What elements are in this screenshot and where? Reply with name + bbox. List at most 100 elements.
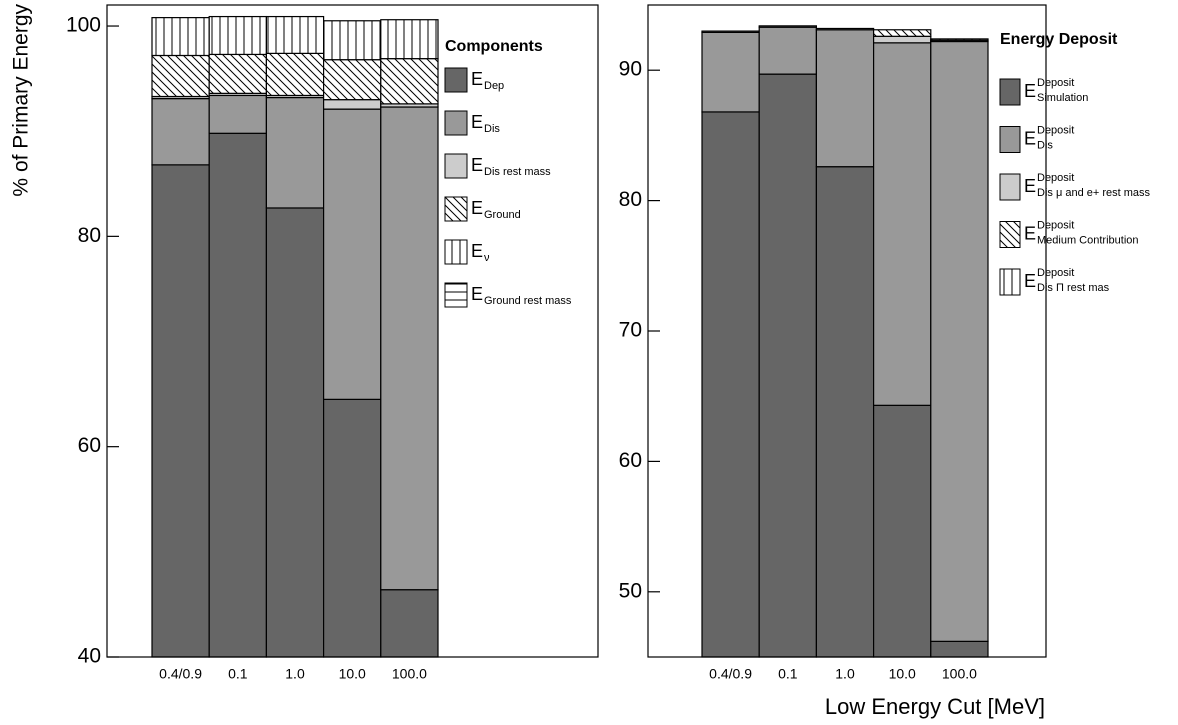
bar-segment (930, 640, 989, 658)
bar-segment (815, 166, 875, 658)
legend-label: E (1024, 223, 1036, 243)
bar-segment (151, 54, 210, 98)
bar-segment (151, 17, 210, 57)
legend-label-sub: Dep (484, 80, 504, 92)
x-tick-label: 0.4/0.9 (159, 666, 202, 682)
legend-title: Components (445, 38, 543, 55)
legend-label-sub: Medium Contribution (1037, 234, 1139, 246)
legend-label: E (471, 69, 483, 89)
bar-segment (872, 42, 932, 406)
bar-segment (380, 58, 439, 105)
legend-label-sub: Dis (484, 123, 500, 135)
bar-segment (208, 132, 267, 658)
bar-segment (872, 404, 932, 658)
legend-label: E (1024, 128, 1036, 148)
x-axis-label: Low Energy Cut [MeV] (825, 694, 1045, 719)
legend-label-sub: ν (484, 252, 490, 264)
bar-segment (208, 15, 267, 56)
legend-label-sub: Dis rest mass (484, 166, 551, 178)
legend-label-sup: Deposit (1037, 172, 1074, 184)
x-tick-label: 10.0 (889, 666, 916, 682)
bar-segment (265, 96, 325, 209)
legend-swatch (444, 153, 468, 179)
bar-segment (323, 20, 382, 61)
bar-segment (208, 94, 267, 134)
legend-label-sub: Ground rest mass (484, 295, 572, 307)
legend-label-sub: Simulation (1037, 92, 1088, 104)
y-tick-label: 40 (78, 645, 101, 668)
legend-swatch (444, 282, 468, 308)
legend-label: E (1024, 81, 1036, 101)
legend-swatch (999, 78, 1021, 106)
bar-segment (701, 111, 760, 658)
bar-segment (208, 53, 267, 94)
bar-segment (758, 26, 818, 75)
y-tick-label: 80 (619, 188, 642, 211)
legend-label-sup: Deposit (1037, 124, 1074, 136)
bar-segment (930, 38, 989, 41)
x-tick-label: 0.1 (778, 666, 798, 682)
legend-label: E (471, 284, 483, 304)
x-tick-label: 100.0 (392, 666, 427, 682)
y-tick-label: 60 (78, 434, 101, 457)
bar-segment (380, 589, 439, 658)
legend-swatch (999, 126, 1021, 153)
y-tick-label: 60 (619, 449, 642, 472)
x-tick-label: 1.0 (835, 666, 855, 682)
legend-title: Energy Deposit (1000, 31, 1118, 48)
bar-segment (151, 97, 210, 166)
bar-segment (758, 73, 818, 658)
legend-label-sup: Deposit (1037, 267, 1074, 279)
bar-segment (323, 398, 382, 658)
bar-segment (815, 29, 875, 168)
x-tick-label: 1.0 (285, 666, 305, 682)
x-tick-label: 0.1 (228, 666, 248, 682)
legend-label-sup: Deposit (1037, 77, 1074, 89)
legend-swatch (444, 110, 468, 136)
bar-segment (323, 108, 382, 400)
bar-segment (265, 52, 325, 97)
bar-segment (151, 164, 210, 658)
legend-label: E (471, 112, 483, 132)
bar-segment (701, 30, 760, 33)
bar-segment (323, 99, 382, 110)
x-tick-label: 100.0 (942, 666, 977, 682)
legend-label-sub: Dis μ and e+ rest mass (1037, 187, 1151, 199)
legend-label: E (1024, 271, 1036, 291)
y-tick-label: 50 (619, 579, 642, 602)
bar-segment (701, 31, 760, 113)
bar-segment (380, 19, 439, 60)
plot-frame (106, 4, 599, 658)
legend-swatch (444, 196, 468, 222)
legend-label: E (471, 241, 483, 261)
y-tick-label: 90 (619, 58, 642, 81)
bar-segment (323, 59, 382, 101)
legend-label: E (1024, 176, 1036, 196)
bar-segment (380, 106, 439, 591)
legend-swatch (999, 173, 1021, 201)
legend-label-sup: Deposit (1037, 219, 1074, 231)
bar-segment (758, 25, 818, 28)
y-tick-label: 80 (78, 224, 101, 247)
legend-swatch (444, 67, 468, 93)
bar-segment (872, 35, 932, 44)
bar-segment (872, 29, 932, 37)
y-tick-label: 70 (619, 319, 642, 342)
legend-label-sub: Dis Π rest mas (1037, 282, 1110, 294)
legend-label: E (471, 155, 483, 175)
legend-swatch (444, 239, 468, 265)
y-tick-label: 100 (66, 14, 101, 37)
bar-segment (265, 15, 325, 54)
legend-label: E (471, 198, 483, 218)
y-axis-label: % of Primary Energy (10, 4, 33, 197)
legend-swatch (999, 221, 1021, 248)
bar-segment (265, 207, 325, 658)
bar-segment (815, 27, 875, 31)
x-tick-label: 0.4/0.9 (709, 666, 752, 682)
legend-label-sub: Ground (484, 209, 521, 221)
legend-swatch (999, 268, 1021, 296)
bar-segment (930, 40, 989, 642)
x-tick-label: 10.0 (339, 666, 366, 682)
